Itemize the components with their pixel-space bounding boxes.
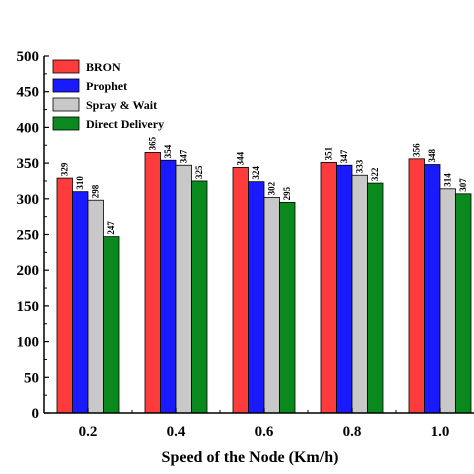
data-label: 307 [458,178,468,192]
y-tick-label: 300 [17,192,40,208]
data-label: 325 [194,165,204,179]
data-label: 347 [339,149,349,163]
y-tick-label: 100 [17,335,40,351]
x-axis-title: Speed of the Node (Km/h) [162,449,339,466]
y-tick-label: 350 [17,156,40,172]
bar [263,196,280,414]
legend: BRON Prophet Spray & Wait Direct Delivery [52,59,164,131]
bar [72,191,89,414]
legend-label: BRON [86,60,121,74]
legend-label: Spray & Wait [86,98,157,112]
data-label: 348 [427,149,437,163]
bar-group [56,151,472,414]
x-tick-label: 0.4 [167,424,186,440]
data-label: 295 [282,186,292,200]
bar [56,177,73,414]
y-tick-label: 250 [17,228,40,244]
data-label: 344 [236,151,246,165]
data-label: 329 [60,162,70,176]
data-label: 298 [91,184,101,198]
bar [336,164,353,414]
bar [455,193,472,414]
data-label-group: 329 310 298 247 365 354 347 325 344 324 302 295 351 3… [60,136,469,234]
bar [351,174,368,414]
bar [424,164,441,414]
legend-label: Direct Delivery [86,117,164,131]
data-label: 365 [148,136,158,150]
data-label: 324 [251,166,261,180]
bar [248,181,265,414]
bar [160,159,177,414]
data-label: 333 [355,159,365,173]
bar [103,236,120,414]
y-tick-label: 150 [17,299,40,315]
data-label: 310 [75,176,85,190]
x-tick-label: 0.8 [343,424,362,440]
y-tick-label: 400 [17,120,40,136]
legend-swatch [52,59,80,74]
data-label: 351 [324,146,334,160]
bar [232,166,249,414]
y-tick-label: 450 [17,85,40,101]
bar [175,164,192,414]
y-tick-label: 200 [17,263,40,279]
bar [439,188,456,414]
bar [367,182,384,414]
data-label: 302 [267,181,277,195]
x-tick-label: 0.2 [79,424,98,440]
legend-swatch [52,116,80,131]
data-label: 354 [163,144,173,158]
data-label: 322 [370,167,380,181]
bar [87,199,104,414]
bar [191,180,208,414]
y-tick-label: 500 [17,49,40,65]
bar [408,158,425,414]
legend-swatch [52,97,80,112]
legend-label: Prophet [86,79,127,93]
legend-swatch [52,78,80,93]
x-tick-label: 1.0 [431,424,450,440]
y-tick-label: 0 [32,406,40,422]
x-tick-label: 0.6 [255,424,274,440]
y-tick-label: 50 [24,370,39,386]
bar [320,161,337,414]
data-label: 356 [412,143,422,157]
bar [144,151,161,414]
data-label: 247 [106,221,116,235]
data-label: 314 [443,173,453,187]
data-label: 347 [179,149,189,163]
axes: 0 50 100 150 200 250 300 350 400 450 500 0.2 0.4 0.6 0… [17,49,474,440]
bar [279,201,296,414]
